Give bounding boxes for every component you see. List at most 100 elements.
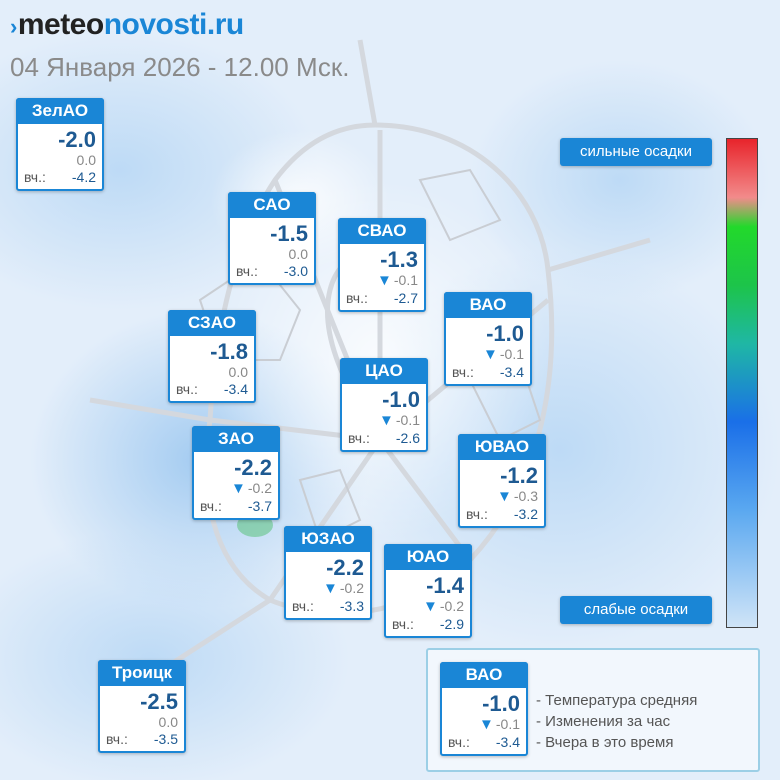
avg-temperature: -1.2 <box>500 463 538 488</box>
hourly-change: ▼ -0.2 <box>194 480 278 497</box>
hourly-change: ▼ -0.1 <box>340 272 424 289</box>
yesterday-value: -2.9 <box>439 616 464 632</box>
down-arrow-icon: ▼ <box>231 480 246 497</box>
yesterday-value: -3.7 <box>247 498 272 514</box>
avg-temperature: -2.5 <box>140 689 178 714</box>
change-value: -0.3 <box>513 488 538 504</box>
change-value: -0.1 <box>499 346 524 362</box>
district-name: ЦАО <box>340 358 428 384</box>
hourly-change: ▼ -0.1 <box>342 412 426 429</box>
precipitation-scale-bar <box>726 138 758 628</box>
avg-temperature: -1.5 <box>270 221 308 246</box>
yesterday-value: -2.7 <box>393 290 418 306</box>
scale-label-heavy: сильные осадки <box>560 138 712 166</box>
hourly-change: 0.0 <box>170 364 254 380</box>
district-card-zao[interactable]: ЗАО -2.2 ▼ -0.2 вч.: -3.7 <box>192 426 280 520</box>
district-name: ВАО <box>444 292 532 318</box>
district-name: Троицк <box>98 660 186 686</box>
change-value: 0.0 <box>288 246 308 262</box>
district-card-sao[interactable]: САО -1.5 0.0 вч.: -3.0 <box>228 192 316 285</box>
hourly-change: 0.0 <box>100 714 184 730</box>
down-arrow-icon: ▼ <box>323 580 338 597</box>
change-value: -0.1 <box>495 716 520 732</box>
district-card-yuvao[interactable]: ЮВАО -1.2 ▼ -0.3 вч.: -3.2 <box>458 434 546 528</box>
hourly-change: ▼ -0.2 <box>386 598 470 615</box>
district-name: СВАО <box>338 218 426 244</box>
district-card-vao[interactable]: ВАО -1.0 ▼ -0.1 вч.: -3.4 <box>444 292 532 386</box>
yesterday-value: -3.0 <box>283 263 308 279</box>
district-name: ЮВАО <box>458 434 546 460</box>
legend-sample-card: ВАО -1.0 ▼ -0.1 вч.: -3.4 <box>440 662 528 756</box>
hourly-change: ▼ -0.3 <box>460 488 544 505</box>
change-value: -0.1 <box>393 272 418 288</box>
yesterday-label: вч.: <box>176 381 198 397</box>
yesterday-row: вч.: -3.5 <box>100 730 184 751</box>
district-name: ЗАО <box>192 426 280 452</box>
avg-temperature: -1.4 <box>426 573 464 598</box>
avg-temperature: -1.0 <box>482 691 520 716</box>
change-value: 0.0 <box>158 714 178 730</box>
logo-mark: › <box>10 14 17 39</box>
district-name: СЗАО <box>168 310 256 336</box>
yesterday-value: -3.4 <box>495 734 520 750</box>
avg-temperature: -1.0 <box>486 321 524 346</box>
district-card-cao[interactable]: ЦАО -1.0 ▼ -0.1 вч.: -2.6 <box>340 358 428 452</box>
district-card-szao[interactable]: СЗАО -1.8 0.0 вч.: -3.4 <box>168 310 256 403</box>
yesterday-label: вч.: <box>106 731 128 747</box>
site-logo[interactable]: ›meteonovosti.ru <box>10 8 244 42</box>
logo-text-novosti: novosti.ru <box>103 8 245 41</box>
down-arrow-icon: ▼ <box>423 598 438 615</box>
district-name: ЗелАО <box>16 98 104 124</box>
yesterday-value: -2.6 <box>395 430 420 446</box>
district-card-troitsk[interactable]: Троицк -2.5 0.0 вч.: -3.5 <box>98 660 186 753</box>
legend-descriptions: - Температура средняя - Изменения за час… <box>536 690 697 753</box>
yesterday-row: вч.: -3.3 <box>286 597 370 618</box>
district-name: ВАО <box>440 662 528 688</box>
yesterday-label: вч.: <box>392 616 414 632</box>
yesterday-label: вч.: <box>292 598 314 614</box>
yesterday-row: вч.: -4.2 <box>18 168 102 189</box>
change-value: -0.2 <box>247 480 272 496</box>
district-card-svao[interactable]: СВАО -1.3 ▼ -0.1 вч.: -2.7 <box>338 218 426 312</box>
yesterday-label: вч.: <box>346 290 368 306</box>
hourly-change: ▼ -0.2 <box>286 580 370 597</box>
district-card-yuao[interactable]: ЮАО -1.4 ▼ -0.2 вч.: -2.9 <box>384 544 472 638</box>
yesterday-label: вч.: <box>200 498 222 514</box>
hourly-change: ▼ -0.1 <box>446 346 530 363</box>
yesterday-row: вч.: -3.4 <box>170 380 254 401</box>
down-arrow-icon: ▼ <box>497 488 512 505</box>
scale-label-light: слабые осадки <box>560 596 712 624</box>
down-arrow-icon: ▼ <box>379 412 394 429</box>
yesterday-value: -3.3 <box>339 598 364 614</box>
district-name: ЮАО <box>384 544 472 570</box>
yesterday-label: вч.: <box>348 430 370 446</box>
district-card-yuzao[interactable]: ЮЗАО -2.2 ▼ -0.2 вч.: -3.3 <box>284 526 372 620</box>
yesterday-row: вч.: -3.4 <box>446 363 530 384</box>
avg-temperature: -1.3 <box>380 247 418 272</box>
forecast-datetime: 04 Января 2026 - 12.00 Мск. <box>10 52 350 82</box>
legend-line-temperature: - Температура средняя <box>536 692 698 709</box>
yesterday-label: вч.: <box>24 169 46 185</box>
yesterday-row: вч.: -3.4 <box>442 733 526 754</box>
legend-line-yesterday: - Вчера в это время <box>536 734 674 751</box>
yesterday-label: вч.: <box>236 263 258 279</box>
yesterday-label: вч.: <box>452 364 474 380</box>
district-name: САО <box>228 192 316 218</box>
hourly-change: 0.0 <box>18 152 102 168</box>
change-value: 0.0 <box>76 152 96 168</box>
yesterday-value: -4.2 <box>71 169 96 185</box>
yesterday-label: вч.: <box>466 506 488 522</box>
yesterday-row: вч.: -2.6 <box>342 429 426 450</box>
district-card-zelao[interactable]: ЗелАО -2.0 0.0 вч.: -4.2 <box>16 98 104 191</box>
legend-line-change: - Изменения за час <box>536 713 671 730</box>
yesterday-row: вч.: -2.9 <box>386 615 470 636</box>
logo-text-meteo: meteo <box>17 8 104 41</box>
change-value: 0.0 <box>228 364 248 380</box>
change-value: -0.2 <box>439 598 464 614</box>
yesterday-row: вч.: -3.2 <box>460 505 544 526</box>
avg-temperature: -1.0 <box>382 387 420 412</box>
avg-temperature: -2.2 <box>326 555 364 580</box>
yesterday-row: вч.: -3.7 <box>194 497 278 518</box>
yesterday-value: -3.4 <box>499 364 524 380</box>
yesterday-value: -3.4 <box>223 381 248 397</box>
